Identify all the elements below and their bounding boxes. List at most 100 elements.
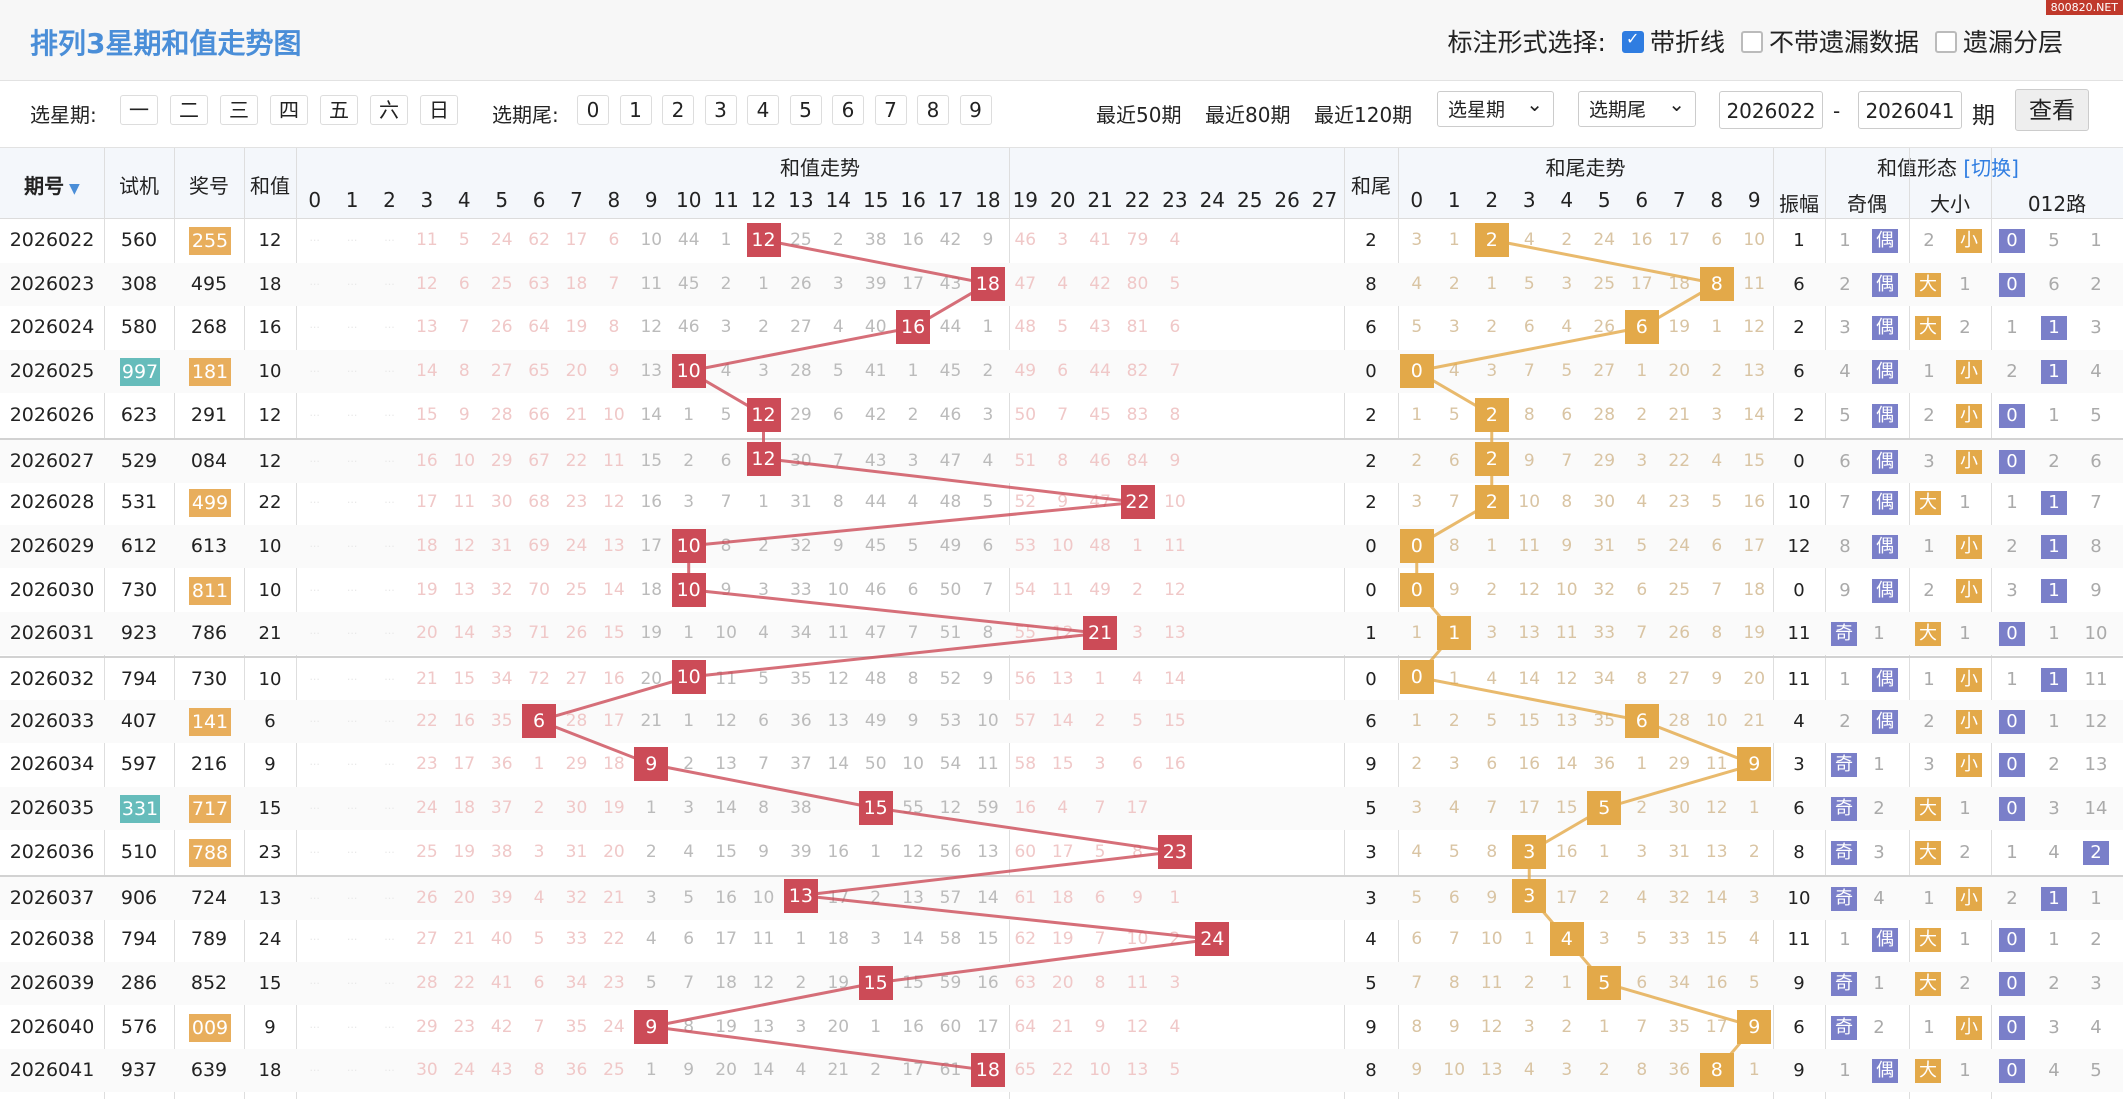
table-header: 期号 ▼ 试机 奖号 和值 和值走势 0 1 2 3 4 5 6 7 8 9 10 11 12 13 14 1… <box>0 148 2123 219</box>
missing-value: 26 <box>790 273 812 294</box>
missing-value: 81 <box>1126 317 1149 338</box>
sum-number-header: 10 <box>675 188 702 212</box>
missing-value: 12 <box>752 972 775 993</box>
tail-button[interactable]: 4 <box>747 95 779 125</box>
missing-value: 60 <box>1014 841 1037 862</box>
option-polyline[interactable]: 带折线 <box>1621 23 1725 59</box>
missing-value: 9 <box>982 230 994 250</box>
tail-button[interactable]: 7 <box>874 95 907 125</box>
missing-value: 27 <box>790 317 812 338</box>
weekday-select[interactable]: 选星期 <box>1437 86 1554 127</box>
tail-number-header: 4 <box>1560 188 1574 212</box>
missing-value: 58 <box>1014 754 1037 775</box>
prize-cell-highlight: 009 <box>189 1013 231 1042</box>
tail-button[interactable]: 0 <box>577 95 609 125</box>
even-tag: 偶 <box>1872 578 1898 603</box>
missing-value: ··· <box>384 1020 395 1034</box>
sort-down-icon[interactable]: ▼ <box>64 181 80 197</box>
small-tag: 小 <box>1956 229 1982 253</box>
weekday-button[interactable]: 三 <box>220 95 258 125</box>
tail-missing-value: 6 <box>1523 317 1535 338</box>
missing-value: 1 <box>1094 669 1106 689</box>
tail-missing-value: 5 <box>1711 492 1723 513</box>
tail-button[interactable]: 5 <box>789 95 822 125</box>
amplitude-cell: 9 <box>1793 972 1805 994</box>
end-issue-input[interactable]: 2026041 <box>1858 91 1962 129</box>
route-missing: 4 <box>2090 1016 2102 1038</box>
route-tag: 1 <box>2041 886 2067 911</box>
tail-missing-value: 34 <box>1668 972 1691 993</box>
issue-header[interactable]: 期号 ▼ <box>24 174 80 198</box>
recent-80[interactable]: 最近80期 <box>1205 103 1291 127</box>
tail-missing-value: 4 <box>1711 450 1723 471</box>
missing-value: 17 <box>640 535 663 556</box>
weekday-button[interactable]: 六 <box>370 95 408 125</box>
even-tag: 偶 <box>1872 1059 1898 1084</box>
option-layered[interactable]: 遗漏分层 <box>1934 23 2063 59</box>
missing-value: 12 <box>1126 1016 1149 1037</box>
missing-value: 46 <box>864 579 887 600</box>
missing-value: 7 <box>608 273 620 294</box>
big-missing: 2 <box>1923 404 1935 426</box>
tail-missing-value: 16 <box>1743 492 1766 513</box>
missing-value: 9 <box>982 669 994 689</box>
route-missing: 5 <box>2090 404 2102 426</box>
missing-value: 60 <box>939 1016 962 1037</box>
missing-value: 33 <box>565 929 588 950</box>
weekday-button[interactable]: 四 <box>270 95 308 125</box>
even-missing: 3 <box>1873 841 1885 863</box>
sum-value-mark: 12 <box>746 223 781 257</box>
tail-value-mark: 2 <box>1474 441 1509 476</box>
missing-value: 16 <box>1164 754 1186 775</box>
route-012-header: 012路 <box>2027 192 2087 216</box>
checkbox-checked-icon[interactable] <box>1621 29 1644 53</box>
checkbox-icon[interactable] <box>1740 31 1763 53</box>
prize-cell: 216 <box>190 753 228 776</box>
weekday-button[interactable]: 日 <box>420 95 458 125</box>
recent-50[interactable]: 最近50期 <box>1096 103 1182 127</box>
checkbox-icon[interactable] <box>1934 31 1957 53</box>
missing-value: ··· <box>346 1020 358 1034</box>
tail-missing-value: 6 <box>1711 230 1723 250</box>
weekday-button[interactable]: 一 <box>120 95 158 125</box>
missing-value: 10 <box>453 450 476 471</box>
tail-button[interactable]: 9 <box>959 95 992 125</box>
missing-value: 30 <box>490 492 513 513</box>
option-no-missing[interactable]: 不带遗漏数据 <box>1740 23 1919 59</box>
tail-value-mark: 2 <box>1474 397 1509 432</box>
missing-value: ··· <box>384 277 395 291</box>
missing-value: 4 <box>1169 1016 1181 1037</box>
test-cell-highlight: 331 <box>120 795 160 824</box>
missing-value: ··· <box>309 277 320 291</box>
start-issue-input[interactable]: 2026022 <box>1719 91 1823 129</box>
tail-button[interactable]: 1 <box>619 95 652 125</box>
tail-missing-value: 9 <box>1523 450 1535 471</box>
range-dash: - <box>1833 99 1841 123</box>
tail-number-header: 5 <box>1597 188 1611 212</box>
tail-button[interactable]: 2 <box>662 95 694 125</box>
big-missing: 2 <box>1923 579 1935 601</box>
tail-button[interactable]: 6 <box>832 95 864 125</box>
tail-missing-value: 1 <box>1748 1060 1760 1081</box>
missing-value: 32 <box>490 579 513 600</box>
missing-value: 9 <box>1169 450 1181 471</box>
small-tag: 小 <box>1956 578 1982 603</box>
small-missing: 1 <box>1959 623 1971 645</box>
tail-select[interactable]: 选期尾 <box>1578 86 1696 127</box>
view-button[interactable]: 查看 <box>2015 89 2089 131</box>
tail-button[interactable]: 3 <box>704 95 737 125</box>
tail-missing-value: 10 <box>1555 579 1578 600</box>
even-missing: 1 <box>1873 754 1885 776</box>
issue-cell: 2026026 <box>9 403 95 426</box>
missing-value: 3 <box>870 929 882 950</box>
tail-missing-value: 11 <box>1555 623 1578 644</box>
tail-missing-value: 4 <box>1411 841 1423 862</box>
weekday-button[interactable]: 五 <box>320 95 358 125</box>
route-tag: 0 <box>1999 797 2025 822</box>
missing-value: 16 <box>640 492 663 513</box>
tail-button[interactable]: 8 <box>917 95 949 125</box>
recent-120[interactable]: 最近120期 <box>1314 103 1413 127</box>
weekday-button[interactable]: 二 <box>170 95 208 125</box>
tail-missing-value: 23 <box>1668 492 1691 513</box>
missing-value: 1 <box>645 1060 657 1081</box>
